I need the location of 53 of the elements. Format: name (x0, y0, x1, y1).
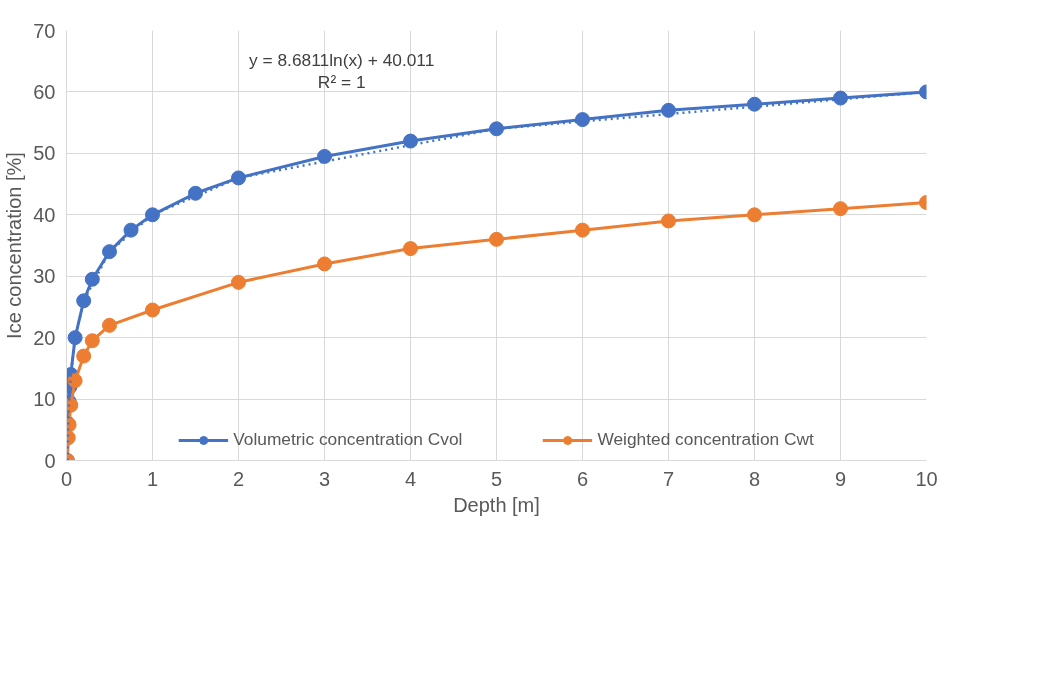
point (317, 148, 332, 164)
annotation: R² = 1 (317, 71, 366, 92)
x-tick-label: 2 (232, 467, 245, 490)
x-tick-label: 5 (490, 467, 503, 490)
y-tick-label: 10 (33, 388, 56, 411)
y-tick-label: 40 (33, 203, 56, 226)
point (489, 121, 504, 137)
y-tick-label: 50 (33, 142, 56, 165)
point (123, 222, 139, 238)
point (67, 373, 83, 389)
point (575, 222, 590, 238)
y-axis-title: Ice concentration [%] (3, 152, 26, 339)
point (747, 207, 762, 223)
x-axis-title: Depth [m] (453, 493, 540, 516)
x-tick-label: 9 (834, 467, 847, 490)
point (747, 96, 762, 112)
annotation: y = 8.6811ln(x) + 40.011 (249, 50, 435, 71)
legend-label: Weighted concentration Cwt (597, 429, 814, 450)
point (489, 231, 504, 247)
x-tick-label: 0 (60, 467, 73, 490)
point (102, 317, 117, 333)
y-tick-label: 70 (33, 19, 56, 42)
point (833, 90, 848, 106)
y-tick-label: 60 (33, 80, 56, 103)
point (317, 256, 332, 272)
point (84, 271, 100, 287)
x-tick-label: 3 (318, 467, 331, 490)
x-tick-label: 8 (748, 467, 761, 490)
x-tick-label: 10 (915, 467, 938, 490)
point (145, 302, 160, 318)
point (403, 241, 418, 257)
point (661, 102, 676, 118)
x-tick-label: 1 (146, 467, 159, 490)
point (67, 330, 83, 346)
y-tick-label: 0 (44, 449, 56, 472)
point (575, 112, 590, 128)
y-tick-label: 20 (33, 326, 56, 349)
point (231, 274, 246, 290)
point (145, 207, 160, 223)
point (76, 293, 92, 309)
point (188, 185, 203, 201)
x-tick-label: 7 (662, 467, 675, 490)
legend-label: Volumetric concentration Cvol (233, 429, 463, 450)
point (661, 213, 676, 229)
y-tick-label: 30 (33, 265, 56, 288)
point (76, 348, 92, 364)
point (403, 133, 418, 149)
point (102, 244, 117, 260)
point (833, 201, 848, 217)
x-tick-label: 4 (404, 467, 417, 490)
point (231, 170, 246, 186)
x-tick-label: 6 (576, 467, 589, 490)
point (84, 333, 100, 349)
